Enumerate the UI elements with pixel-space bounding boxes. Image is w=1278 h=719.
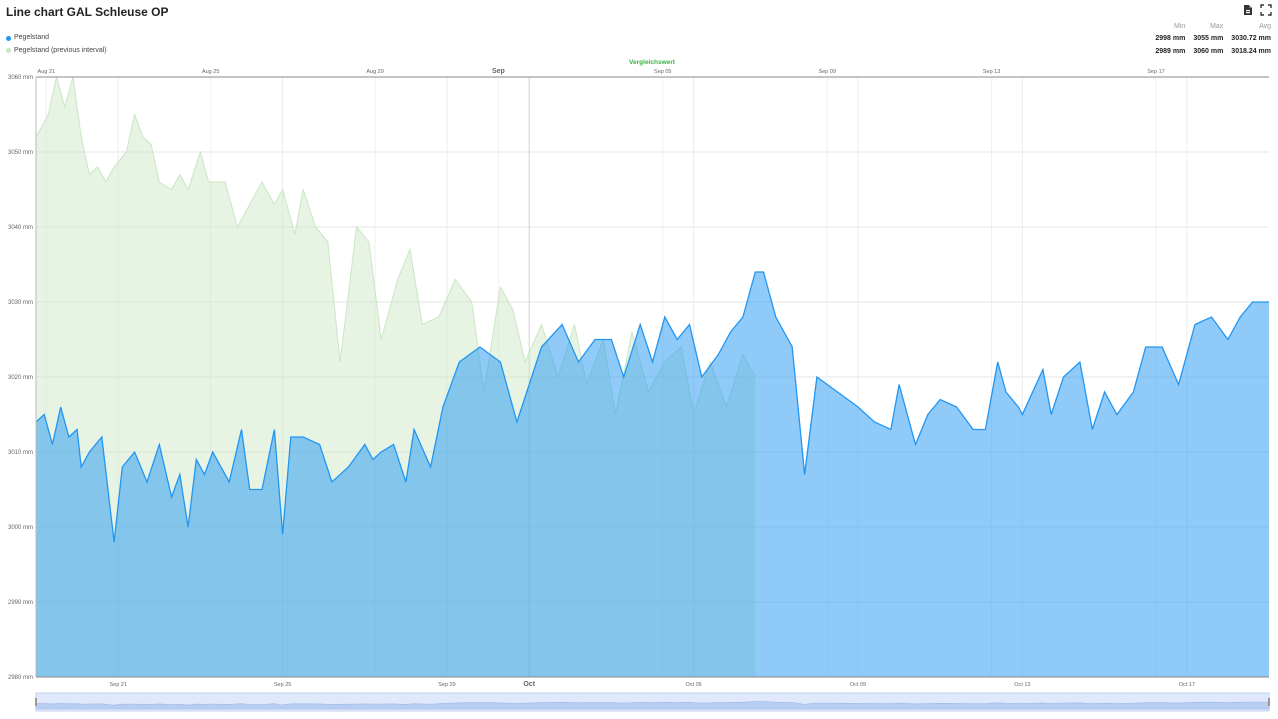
legend-item-current[interactable]: Pegelstand — [6, 32, 107, 45]
legend-label-current: Pegelstand — [14, 34, 50, 41]
x-tick-label-top: Aug 25 — [202, 69, 219, 75]
series-area-current — [36, 272, 1269, 677]
stats-max: 3055 mm — [1193, 35, 1224, 43]
stats-row-current: 2998 mm 3055 mm 3030.72 mm — [1147, 33, 1271, 46]
x-tick-label-top: Sep 13 — [983, 69, 1000, 75]
chart-toolbar — [1242, 4, 1272, 16]
x-tick-label-top: Aug 21 — [38, 69, 55, 75]
x-tick-label-top: Sep — [492, 68, 505, 75]
stats-min: 2989 mm — [1155, 47, 1186, 55]
navigator-handle-right — [1268, 698, 1270, 706]
series-area-previous — [36, 77, 756, 677]
y-tick-label: 3020 mm — [8, 375, 33, 381]
range-navigator — [35, 692, 1270, 712]
stats-header-avg: Avg — [1259, 22, 1271, 30]
x-tick-label-top: Sep 17 — [1147, 69, 1164, 75]
y-tick-label: 3000 mm — [8, 525, 33, 531]
y-tick-label: 3010 mm — [8, 450, 33, 456]
x-tick-label-bottom: Oct 05 — [685, 682, 701, 688]
legend-dot-current — [6, 35, 11, 41]
x-tick-label-bottom: Oct 17 — [1179, 682, 1195, 688]
x-tick-label-bottom: Sep 21 — [109, 682, 126, 688]
series-line-current — [35, 271, 1269, 543]
reference-label: Vergleichswert — [629, 59, 676, 66]
stats-header-max: Max — [1210, 22, 1224, 30]
y-tick-label: 3040 mm — [8, 225, 33, 231]
stats-row-previous: 2989 mm 3060 mm 3018.24 mm — [1147, 45, 1271, 58]
x-tick-label-bottom: Sep 25 — [274, 682, 291, 688]
legend-dot-previous — [6, 48, 11, 54]
stats-max: 3060 mm — [1193, 47, 1224, 55]
file-export-icon[interactable] — [1242, 4, 1254, 16]
navigator-series — [35, 701, 1270, 710]
chart-legend: Pegelstand Pegelstand (previous interval… — [6, 32, 107, 57]
stats-avg: 3018.24 mm — [1231, 47, 1271, 55]
y-tick-label: 3050 mm — [8, 150, 33, 156]
fullscreen-icon[interactable] — [1260, 4, 1272, 16]
stats-header-min: Min — [1174, 22, 1186, 30]
chart-title: Line chart GAL Schleuse OP — [6, 5, 169, 19]
y-tick-label: 2990 mm — [8, 600, 33, 606]
stats-table: Min Max Avg 2998 mm 3055 mm 3030.72 mm 2… — [1147, 20, 1271, 58]
stats-min: 2998 mm — [1155, 35, 1186, 43]
x-tick-label-top: Aug 29 — [366, 69, 383, 75]
legend-label-previous: Pegelstand (previous interval) — [14, 46, 107, 54]
x-tick-label-top: Sep 09 — [818, 69, 835, 75]
series-line-previous — [35, 76, 756, 415]
navigator-handle-left — [35, 698, 37, 706]
x-tick-label-top: Sep 05 — [654, 69, 671, 75]
x-tick-label-bottom: Oct 09 — [850, 682, 866, 688]
x-tick-label-bottom: Oct — [523, 681, 535, 688]
stats-avg: 3030.72 mm — [1231, 35, 1271, 43]
y-tick-label: 3060 mm — [8, 75, 33, 81]
y-tick-label: 2980 mm — [8, 675, 33, 681]
x-tick-label-bottom: Oct 13 — [1014, 682, 1030, 688]
legend-item-previous[interactable]: Pegelstand (previous interval) — [6, 45, 107, 58]
y-tick-label: 3030 mm — [8, 300, 33, 306]
x-tick-label-bottom: Sep 29 — [438, 682, 455, 688]
